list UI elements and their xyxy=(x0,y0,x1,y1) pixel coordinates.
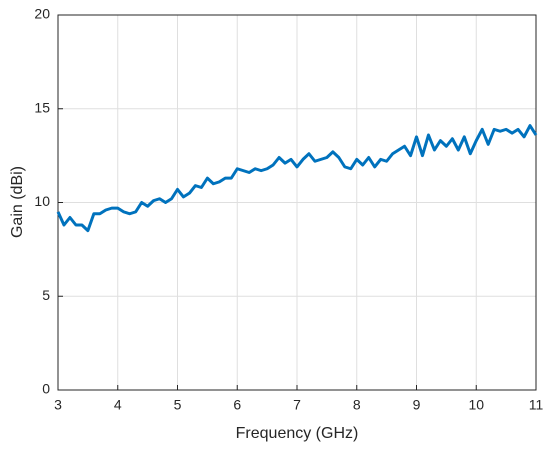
x-axis-label: Frequency (GHz) xyxy=(236,425,359,442)
data-line xyxy=(56,124,538,233)
x-tick-label: 5 xyxy=(174,397,182,413)
x-tick-label: 4 xyxy=(114,397,122,413)
y-axis-label: Gain (dBi) xyxy=(9,166,26,238)
x-tick-label: 8 xyxy=(353,397,361,413)
y-tick-label: 15 xyxy=(34,99,50,115)
x-tick-label: 11 xyxy=(529,397,544,413)
x-tick-label: 7 xyxy=(293,397,301,413)
x-tick-label: 3 xyxy=(54,397,62,413)
axes-frame xyxy=(57,14,537,391)
y-tick-label: 5 xyxy=(42,287,50,303)
x-tick-label: 9 xyxy=(413,397,421,413)
y-tick-label: 0 xyxy=(42,381,50,397)
x-tick-label: 10 xyxy=(468,397,484,413)
y-tick-label: 20 xyxy=(34,6,50,22)
x-tick-label: 6 xyxy=(233,397,241,413)
y-tick-label: 10 xyxy=(34,193,50,209)
